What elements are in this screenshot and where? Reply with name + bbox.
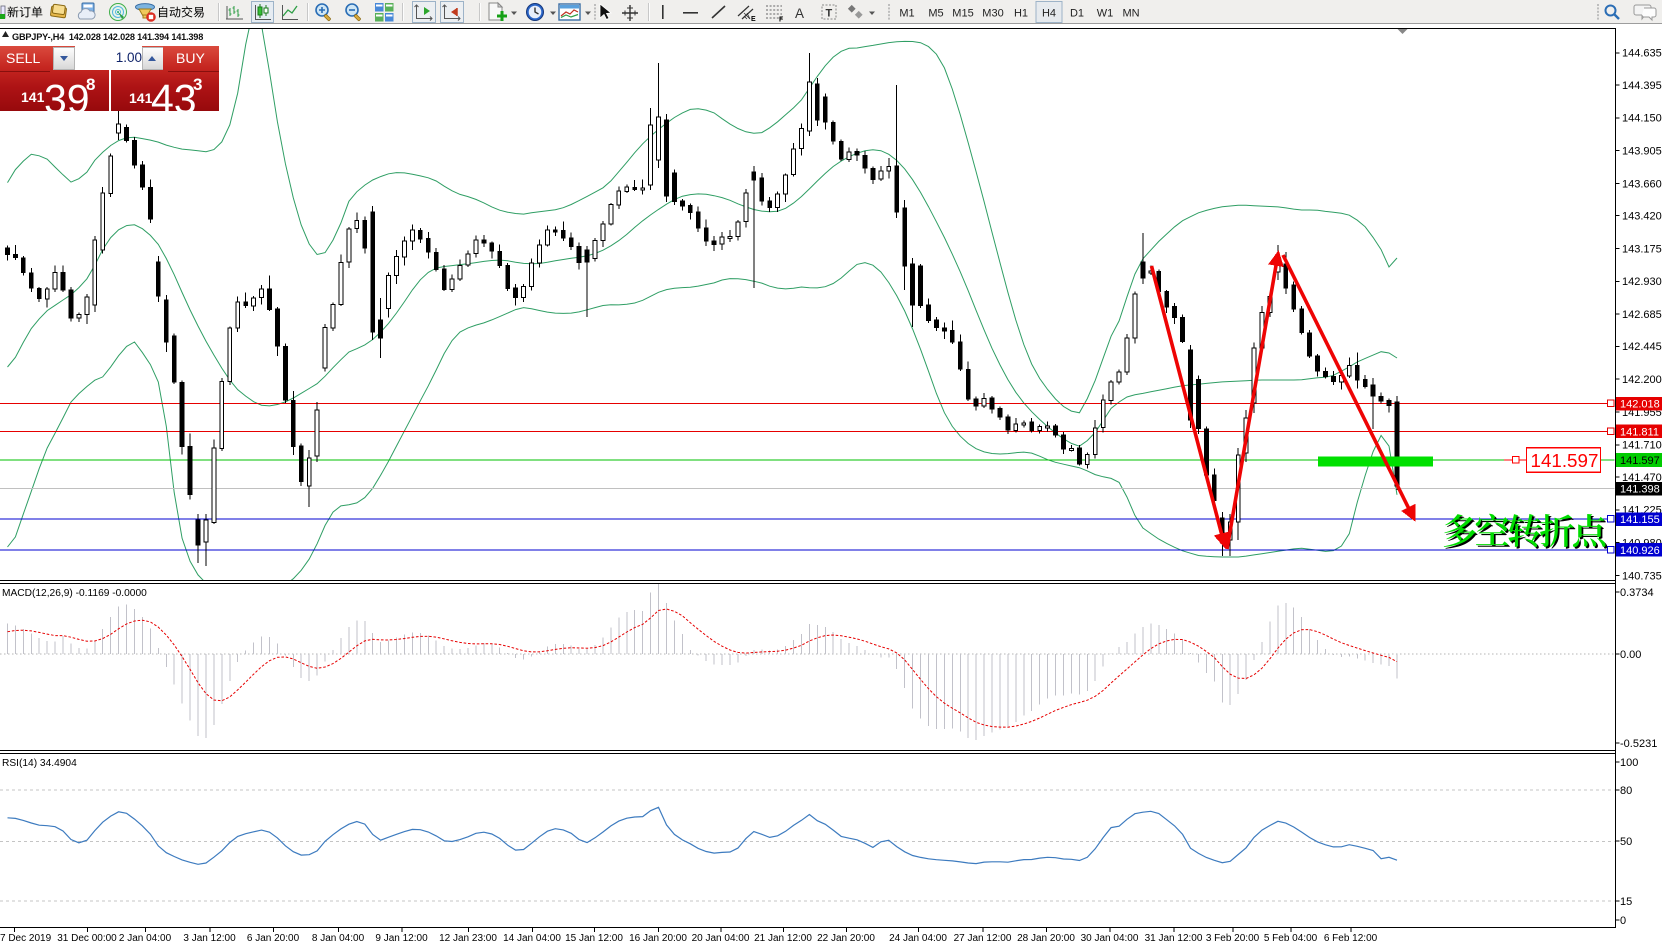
svg-text:0: 0 <box>1620 915 1626 927</box>
svg-text:141.398: 141.398 <box>1620 484 1660 496</box>
svg-text:20 Jan 04:00: 20 Jan 04:00 <box>692 933 750 944</box>
svg-text:7 Dec 2019: 7 Dec 2019 <box>0 933 52 944</box>
svg-text:MN: MN <box>1122 8 1139 20</box>
svg-text:0.00: 0.00 <box>1620 649 1641 661</box>
svg-text:140.735: 140.735 <box>1622 570 1662 582</box>
svg-text:80: 80 <box>1620 785 1632 797</box>
svg-text:141.710: 141.710 <box>1622 440 1662 452</box>
svg-text:15 Jan 12:00: 15 Jan 12:00 <box>565 933 623 944</box>
svg-text:12 Jan 23:00: 12 Jan 23:00 <box>439 933 497 944</box>
svg-text:3 Jan 12:00: 3 Jan 12:00 <box>183 933 236 944</box>
svg-text:M1: M1 <box>899 8 914 20</box>
svg-text:142.445: 142.445 <box>1622 341 1662 353</box>
svg-text:W1: W1 <box>1097 8 1114 20</box>
svg-text:MACD(12,26,9) -0.1169 -0.0000: MACD(12,26,9) -0.1169 -0.0000 <box>2 588 147 599</box>
svg-text:141.597: 141.597 <box>1531 450 1599 471</box>
svg-text:27 Jan 12:00: 27 Jan 12:00 <box>954 933 1012 944</box>
svg-text:22 Jan 20:00: 22 Jan 20:00 <box>817 933 875 944</box>
svg-text:144.150: 144.150 <box>1622 113 1662 125</box>
svg-text:141.155: 141.155 <box>1620 514 1660 526</box>
svg-text:21 Jan 12:00: 21 Jan 12:00 <box>754 933 812 944</box>
svg-text:8 Jan 04:00: 8 Jan 04:00 <box>312 933 365 944</box>
svg-text:6 Feb 12:00: 6 Feb 12:00 <box>1324 933 1378 944</box>
svg-text:16 Jan 20:00: 16 Jan 20:00 <box>629 933 687 944</box>
svg-text:H1: H1 <box>1014 8 1028 20</box>
svg-text:2 Jan 04:00: 2 Jan 04:00 <box>119 933 172 944</box>
svg-text:F: F <box>779 17 784 24</box>
svg-text:M30: M30 <box>982 8 1003 20</box>
svg-text:50: 50 <box>1620 836 1632 848</box>
svg-text:M15: M15 <box>952 8 973 20</box>
svg-text:30 Jan 04:00: 30 Jan 04:00 <box>1081 933 1139 944</box>
svg-text:141.597: 141.597 <box>1620 455 1660 467</box>
svg-text:GBPJPY-,H4 142.028 142.028 14: GBPJPY-,H4 142.028 142.028 141.394 141.3… <box>12 32 203 42</box>
svg-text:24 Jan 04:00: 24 Jan 04:00 <box>889 933 947 944</box>
svg-text:M5: M5 <box>928 8 943 20</box>
svg-text:142.018: 142.018 <box>1620 399 1660 411</box>
svg-text:E: E <box>751 16 756 23</box>
svg-text:28 Jan 20:00: 28 Jan 20:00 <box>1017 933 1075 944</box>
svg-text:100: 100 <box>1620 757 1638 769</box>
svg-text:14 Jan 04:00: 14 Jan 04:00 <box>503 933 561 944</box>
svg-text:144.635: 144.635 <box>1622 48 1662 60</box>
svg-text:140.926: 140.926 <box>1620 545 1660 557</box>
svg-text:142.200: 142.200 <box>1622 374 1662 386</box>
svg-text:T: T <box>826 8 833 20</box>
svg-text:141.470: 141.470 <box>1622 472 1662 484</box>
svg-text:142.930: 142.930 <box>1622 276 1662 288</box>
svg-text:9 Jan 12:00: 9 Jan 12:00 <box>375 933 428 944</box>
svg-text:D1: D1 <box>1070 8 1084 20</box>
svg-text:141.811: 141.811 <box>1620 426 1659 438</box>
svg-text:3 Feb 20:00: 3 Feb 20:00 <box>1206 933 1260 944</box>
svg-text:15: 15 <box>1620 896 1632 908</box>
svg-text:144.395: 144.395 <box>1622 80 1662 92</box>
svg-text:142.685: 142.685 <box>1622 309 1662 321</box>
svg-text:0.3734: 0.3734 <box>1620 587 1654 599</box>
svg-text:6 Jan 20:00: 6 Jan 20:00 <box>247 933 300 944</box>
svg-text:143.175: 143.175 <box>1622 243 1662 255</box>
svg-text:31 Jan 12:00: 31 Jan 12:00 <box>1145 933 1203 944</box>
svg-text:31 Dec 00:00: 31 Dec 00:00 <box>57 933 117 944</box>
svg-text:H4: H4 <box>1042 8 1056 20</box>
svg-text:A: A <box>795 6 804 21</box>
svg-text:143.420: 143.420 <box>1622 211 1662 223</box>
svg-text:-0.5231: -0.5231 <box>1620 738 1657 750</box>
svg-text:RSI(14) 34.4904: RSI(14) 34.4904 <box>2 758 77 769</box>
svg-text:143.660: 143.660 <box>1622 178 1662 190</box>
svg-text:143.905: 143.905 <box>1622 146 1662 158</box>
svg-text:5 Feb 04:00: 5 Feb 04:00 <box>1264 933 1318 944</box>
